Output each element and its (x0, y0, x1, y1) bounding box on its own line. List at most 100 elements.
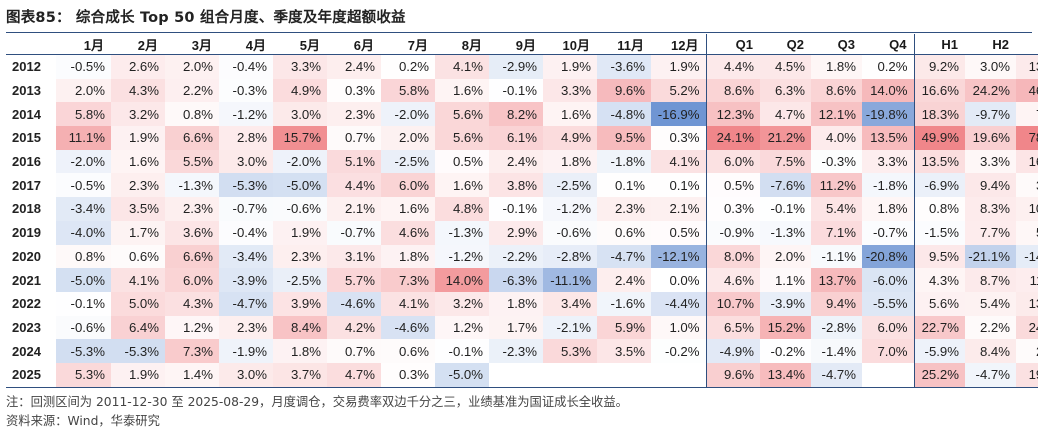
return-cell (651, 362, 706, 388)
return-cell: 6.1% (489, 126, 543, 150)
row-year-label: 2014 (12, 106, 41, 122)
return-cell: 2.8% (1016, 339, 1038, 363)
source-note: 资料来源：Wind，华泰研究 (6, 414, 160, 428)
return-cell: 5.6% (435, 102, 489, 127)
return-cell: 6.0% (862, 315, 914, 340)
return-cell: 0.8% (913, 197, 965, 221)
table-row: 2014 5.8% 3.2% 0.8% -1.2% 3.0% 2.3% -2.0% 5.6% 8.… (6, 102, 1038, 127)
column-header: Q2 (760, 34, 811, 55)
return-cell: 2.1% (327, 197, 381, 221)
return-cell: 10.7% (705, 291, 760, 316)
return-cell: 13.4% (760, 362, 811, 388)
return-cell: -1.8% (597, 149, 651, 174)
return-cell: 3.0% (273, 102, 327, 127)
return-cell: 3.3% (273, 54, 327, 79)
return-cell: -4.0% (56, 220, 111, 245)
return-cell: 4.2% (327, 315, 381, 340)
column-header: 1月 (56, 34, 111, 55)
return-cell: -1.1% (811, 244, 862, 269)
return-cell: 5.6% (435, 126, 489, 150)
return-cell: 49.9% (913, 126, 965, 150)
return-cell: 1.8% (273, 339, 327, 363)
return-cell: 1.8% (489, 291, 543, 316)
return-cell: 4.3% (913, 268, 965, 292)
return-cell: 12.3% (705, 102, 760, 127)
return-cell: 3.2% (111, 102, 165, 127)
return-cell: -5.3% (219, 173, 273, 198)
column-header: 6月 (327, 34, 381, 55)
return-cell: -12.1% (651, 244, 706, 269)
return-cell: 3.6% (165, 220, 219, 245)
return-cell: 1.8% (811, 54, 862, 79)
return-cell: 1.9% (273, 220, 327, 245)
return-cell: -1.3% (165, 173, 219, 198)
return-cell: 1.8% (862, 197, 914, 221)
return-cell: 1.6% (111, 149, 165, 174)
return-cell: 2.4% (489, 149, 543, 174)
return-cell: 13.5% (862, 126, 914, 150)
return-cell: 1.6% (435, 173, 489, 198)
return-cell: -0.2% (651, 339, 706, 363)
return-cell: 3.3% (965, 149, 1016, 174)
return-cell: 46.6% (1016, 78, 1038, 103)
return-cell: 6.5% (705, 315, 760, 340)
return-cell: 1.9% (111, 126, 165, 150)
return-cell: 0.6% (381, 339, 435, 363)
return-cell: -11.1% (543, 268, 597, 292)
return-cell: -2.0% (56, 149, 111, 174)
return-cell: -0.2% (760, 339, 811, 363)
return-cell: 2.2% (965, 315, 1016, 340)
column-header: H1 (913, 34, 965, 55)
return-cell: -6.3% (489, 268, 543, 292)
return-cell: -9.7% (965, 102, 1016, 127)
header-corner (6, 34, 56, 55)
return-cell: -4.8% (597, 102, 651, 127)
return-cell: -21.1% (965, 244, 1016, 269)
return-cell: 15.2% (760, 315, 811, 340)
return-cell: 6.6% (165, 126, 219, 150)
return-cell: -1.2% (543, 197, 597, 221)
return-cell: 4.7% (327, 362, 381, 388)
return-cell: 2.3% (273, 244, 327, 269)
table-row: 2012 -0.5% 2.6% 2.0% -0.4% 3.3% 2.4% 0.2% 4.1% -2… (6, 54, 1038, 79)
return-cell: 1.1% (760, 268, 811, 292)
row-year-label: 2021 (12, 272, 41, 288)
return-cell: -2.8% (811, 315, 862, 340)
return-cell (543, 362, 597, 388)
return-cell: 8.2% (489, 102, 543, 127)
return-cell: 5.1% (327, 149, 381, 174)
return-cell: 8.4% (965, 339, 1016, 363)
return-cell: 11.1% (56, 126, 111, 150)
return-cell: 6.0% (705, 149, 760, 174)
return-cell: 5.2% (651, 78, 706, 103)
return-cell: 6.0% (165, 268, 219, 292)
return-cell: 18.3% (913, 102, 965, 127)
row-year-label: 2018 (12, 201, 41, 217)
return-cell: 2.3% (111, 173, 165, 198)
return-cell: 16.6% (1016, 149, 1038, 174)
column-header: Q4 (862, 34, 914, 55)
table-row: 2016 -2.0% 1.6% 5.5% 3.0% -2.0% 5.1% -2.5% 0.5% 2… (6, 149, 1038, 174)
return-cell: -2.5% (273, 268, 327, 292)
return-cell: 1.6% (381, 197, 435, 221)
return-cell: -0.3% (811, 149, 862, 174)
return-cell: -0.1% (435, 339, 489, 363)
return-cell: -0.1% (489, 197, 543, 221)
return-cell: 1.2% (435, 315, 489, 340)
return-cell: 3.5% (597, 339, 651, 363)
return-cell: 5.4% (965, 291, 1016, 316)
return-cell: -2.8% (543, 244, 597, 269)
return-cell: 5.5% (1016, 220, 1038, 245)
return-cell: 1.9% (651, 54, 706, 79)
return-cell: 24.2% (1016, 315, 1038, 340)
return-cell: 1.7% (489, 315, 543, 340)
row-year-label: 2020 (12, 248, 41, 264)
return-cell: 5.3% (543, 339, 597, 363)
row-year-label: 2016 (12, 154, 41, 170)
return-cell: 0.3% (651, 126, 706, 150)
return-cell: 2.0% (165, 54, 219, 79)
return-cell: 6.3% (760, 78, 811, 103)
return-cell: -1.6% (597, 291, 651, 316)
return-cell: 4.7% (760, 102, 811, 127)
return-cell: 2.6% (111, 54, 165, 79)
